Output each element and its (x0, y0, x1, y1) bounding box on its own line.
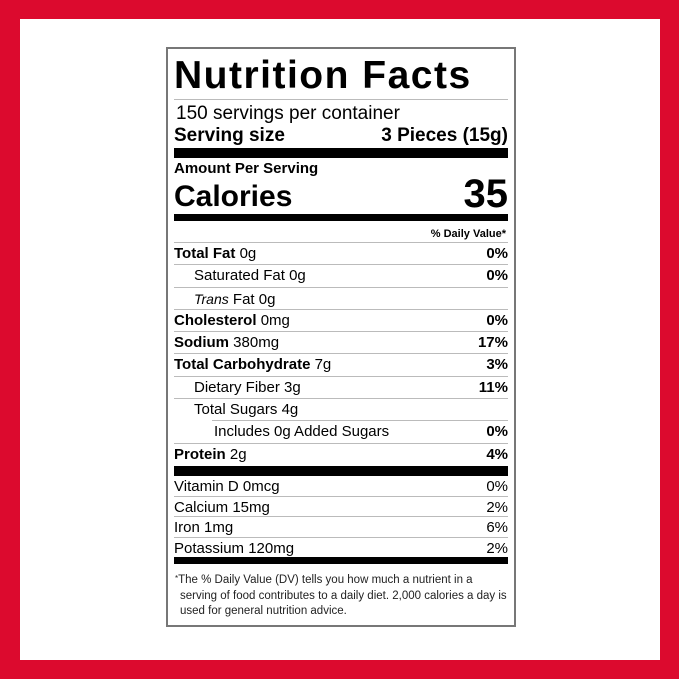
label-title: Nutrition Facts (174, 49, 508, 100)
vitamin-dv: 6% (486, 519, 508, 537)
nutrient-row-total-fat: Total Fat 0g 0% (174, 243, 508, 264)
nutrient-name: Total Fat (174, 245, 236, 262)
nutrient-dv: 0% (486, 245, 508, 262)
nutrient-name: Trans (194, 290, 229, 307)
nutrient-row-dietary-fiber: Dietary Fiber 3g 11% (174, 375, 508, 398)
thick-divider (174, 148, 508, 158)
vitamin-dv: 2% (486, 498, 508, 516)
nutrient-list: Total Fat 0g 0% Saturated Fat 0g 0% Tran… (172, 243, 510, 465)
nutrient-row-cholesterol: Cholesterol 0mg 0% (174, 308, 508, 331)
nutrient-dv: 4% (486, 445, 508, 463)
nutrient-row-total-sugars: Total Sugars 4g (174, 398, 508, 420)
nutrient-dv: 0% (486, 267, 508, 285)
footnote: *The % Daily Value (DV) tells you how mu… (172, 564, 510, 620)
nutrient-amount: 7g (314, 356, 332, 374)
calories-row: Calories 35 (172, 172, 510, 216)
nutrient-dv: 11% (478, 378, 508, 396)
nutrient-name: Saturated Fat (194, 267, 285, 285)
nutrient-amount: 4g (281, 401, 299, 419)
footnote-marker: * (175, 574, 179, 584)
serving-size-label: Serving size (174, 125, 285, 146)
nutrition-facts-label: Nutrition Facts 150 servings per contain… (166, 47, 516, 627)
nutrient-name: Sodium (174, 334, 229, 352)
nutrient-row-added-sugars: Includes 0g Added Sugars 0% (212, 420, 508, 442)
nutrient-name: Dietary Fiber (194, 378, 280, 396)
vitamin-row: Calcium 15mg 2% (174, 495, 508, 517)
nutrient-dv: 0% (486, 423, 508, 441)
thick-divider (174, 465, 508, 476)
vitamin-dv: 0% (486, 477, 508, 495)
vitamin-row: Potassium 120mg 2% (174, 536, 508, 558)
nutrient-amount: 3g (284, 378, 301, 396)
nutrient-name: Cholesterol (174, 311, 257, 329)
nutrient-name: Includes 0g Added Sugars (214, 423, 390, 441)
vitamin-name: Vitamin D 0mcg (174, 477, 280, 495)
nutrient-dv: 3% (486, 356, 508, 374)
calories-label: Calories (174, 180, 293, 213)
vitamin-list: Vitamin D 0mcg 0% Calcium 15mg 2% Iron 1mg… (172, 476, 510, 557)
nutrient-amount: 2g (229, 445, 247, 463)
serving-size-value: 3 Pieces (15g) (381, 125, 508, 146)
vitamin-name: Iron 1mg (174, 519, 234, 537)
medium-divider (174, 557, 508, 565)
servings-per-container: 150 servings per container (176, 103, 400, 124)
nutrient-amount: 0mg (260, 311, 290, 329)
nutrient-dv: 0% (486, 311, 508, 329)
medium-divider (174, 214, 508, 221)
vitamin-row: Vitamin D 0mcg 0% (174, 476, 508, 496)
amount-per-serving: Amount Per Serving (174, 160, 319, 177)
daily-value-header: % Daily Value* (174, 221, 508, 243)
footnote-text: The % Daily Value (DV) tells you how muc… (178, 574, 507, 618)
nutrient-name: Total Sugars (194, 401, 278, 419)
vitamin-name: Potassium 120mg (174, 539, 295, 557)
nutrient-row-total-carbohydrate: Total Carbohydrate 7g 3% (174, 353, 508, 375)
nutrient-row-saturated-fat: Saturated Fat 0g 0% (174, 264, 508, 286)
calories-value: 35 (463, 172, 509, 216)
vitamin-dv: 2% (486, 539, 508, 557)
nutrient-name: Protein (174, 445, 226, 463)
nutrient-row-protein: Protein 2g 4% (174, 442, 508, 465)
nutrient-name-suffix: Fat (232, 290, 255, 308)
vitamin-row: Iron 1mg 6% (174, 516, 508, 537)
nutrient-amount: 0g (258, 290, 276, 308)
nutrient-name: Total Carbohydrate (174, 356, 311, 374)
nutrient-amount: 380mg (233, 334, 280, 352)
serving-size-row: Serving size 3 Pieces (15g) (172, 124, 510, 148)
nutrient-row-trans-fat: Trans Fat 0g (174, 286, 508, 309)
nutrient-row-sodium: Sodium 380mg 17% (174, 331, 508, 353)
nutrient-dv: 17% (477, 334, 508, 352)
vitamin-name: Calcium 15mg (174, 498, 270, 516)
nutrient-amount: 0g (239, 245, 257, 262)
nutrient-amount: 0g (289, 267, 306, 285)
